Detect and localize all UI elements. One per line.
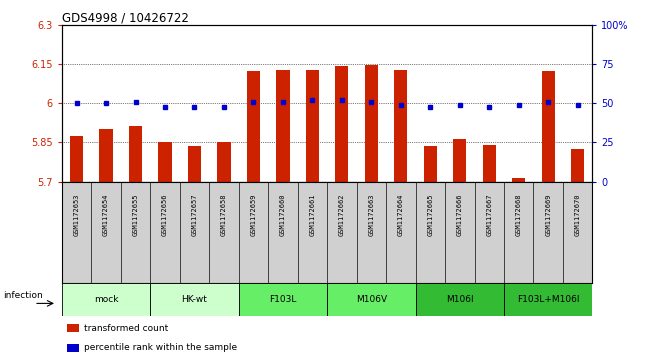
Bar	[209, 182, 239, 283]
Bar	[247, 71, 260, 182]
Bar	[335, 66, 348, 182]
Text: GSM1172657: GSM1172657	[191, 194, 197, 236]
Bar	[415, 283, 504, 316]
Bar	[563, 182, 592, 283]
Text: mock: mock	[94, 295, 118, 304]
Text: M106I: M106I	[446, 295, 473, 304]
Text: F103L+M106I: F103L+M106I	[517, 295, 579, 304]
Text: GSM1172665: GSM1172665	[427, 194, 434, 236]
Text: HK-wt: HK-wt	[182, 295, 208, 304]
Bar	[475, 182, 504, 283]
Text: GSM1172667: GSM1172667	[486, 194, 492, 236]
Bar	[239, 182, 268, 283]
Bar	[504, 283, 592, 316]
Bar	[306, 70, 319, 182]
Bar	[100, 130, 113, 182]
Bar	[62, 283, 150, 316]
Bar	[571, 149, 585, 182]
Text: GSM1172663: GSM1172663	[368, 194, 374, 236]
Bar	[91, 182, 121, 283]
Text: percentile rank within the sample: percentile rank within the sample	[84, 343, 237, 352]
Bar	[180, 182, 209, 283]
Bar	[482, 145, 496, 182]
Text: GSM1172668: GSM1172668	[516, 194, 521, 236]
Text: GSM1172653: GSM1172653	[74, 194, 79, 236]
Text: GSM1172662: GSM1172662	[339, 194, 345, 236]
Text: GSM1172658: GSM1172658	[221, 194, 227, 236]
Text: GDS4998 / 10426722: GDS4998 / 10426722	[62, 11, 189, 24]
Bar	[386, 182, 415, 283]
Bar	[239, 283, 327, 316]
Text: GSM1172660: GSM1172660	[280, 194, 286, 236]
Bar	[150, 182, 180, 283]
Bar	[365, 65, 378, 182]
Bar	[62, 182, 91, 283]
Bar	[445, 182, 475, 283]
Bar	[129, 126, 142, 182]
Text: infection: infection	[3, 291, 43, 300]
Bar	[67, 324, 79, 333]
Bar	[395, 70, 408, 182]
Bar	[424, 146, 437, 182]
Bar	[67, 344, 79, 352]
Bar	[542, 71, 555, 182]
Bar	[512, 178, 525, 182]
Text: GSM1172654: GSM1172654	[103, 194, 109, 236]
Text: transformed count: transformed count	[84, 323, 169, 333]
Bar	[327, 182, 357, 283]
Bar	[276, 70, 290, 182]
Bar	[453, 139, 466, 182]
Text: GSM1172669: GSM1172669	[545, 194, 551, 236]
Bar	[357, 182, 386, 283]
Bar	[327, 283, 415, 316]
Bar	[121, 182, 150, 283]
Bar	[150, 283, 239, 316]
Text: GSM1172670: GSM1172670	[575, 194, 581, 236]
Text: GSM1172655: GSM1172655	[133, 194, 139, 236]
Text: GSM1172664: GSM1172664	[398, 194, 404, 236]
Bar	[415, 182, 445, 283]
Text: GSM1172656: GSM1172656	[162, 194, 168, 236]
Bar	[504, 182, 533, 283]
Text: GSM1172666: GSM1172666	[457, 194, 463, 236]
Bar	[268, 182, 298, 283]
Bar	[70, 136, 83, 182]
Bar	[298, 182, 327, 283]
Bar	[533, 182, 563, 283]
Text: M106V: M106V	[356, 295, 387, 304]
Bar	[158, 142, 172, 182]
Bar	[217, 142, 230, 182]
Text: GSM1172659: GSM1172659	[251, 194, 256, 236]
Bar	[188, 146, 201, 182]
Text: GSM1172661: GSM1172661	[309, 194, 315, 236]
Text: F103L: F103L	[270, 295, 297, 304]
